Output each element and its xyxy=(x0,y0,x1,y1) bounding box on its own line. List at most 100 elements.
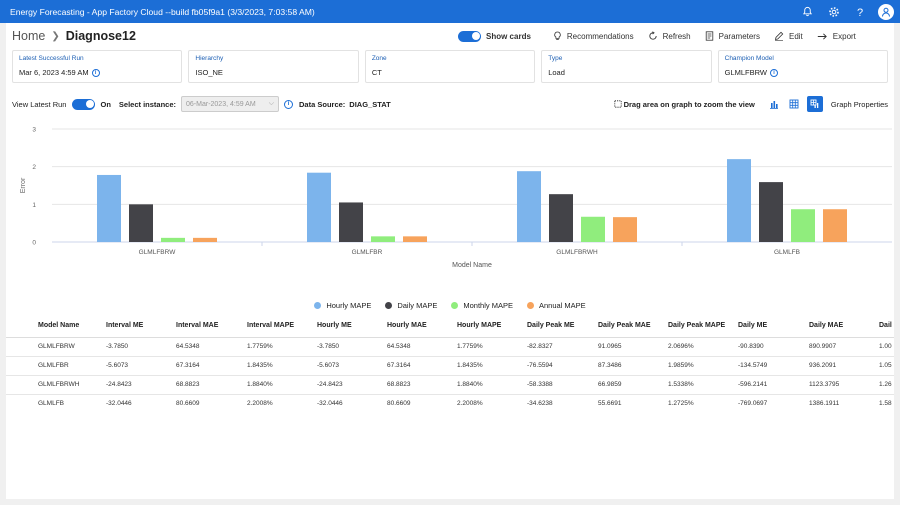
show-cards-switch[interactable] xyxy=(458,30,481,42)
user-avatar-icon[interactable] xyxy=(877,3,894,20)
bar xyxy=(549,194,573,242)
zoom-hint-text: Drag area on graph to zoom the view xyxy=(623,99,755,109)
table-row[interactable]: GLMLFBRW -3.7850 64.5348 1.7759% -3.7850 64.5… xyxy=(6,337,894,357)
document-icon xyxy=(705,31,713,41)
view-latest-run-label: View Latest Run xyxy=(12,99,67,109)
table-cell: -134.5749 xyxy=(738,356,809,376)
card-label: Type xyxy=(548,55,563,62)
info-icon[interactable]: i xyxy=(91,68,100,77)
show-cards-label: Show cards xyxy=(486,31,531,41)
legend-item-daily[interactable]: Daily MAPE xyxy=(385,301,437,310)
y-tick-label: 1 xyxy=(32,202,36,209)
table-cell: 87.3486 xyxy=(598,356,668,376)
table-cell: 1.5338% xyxy=(668,375,738,395)
column-header[interactable]: Daily ME xyxy=(738,315,809,338)
table-row[interactable]: GLMLFBR -5.6073 67.3164 1.8435% -5.6073 67.31… xyxy=(6,356,894,376)
legend-label: Monthly MAPE xyxy=(463,301,513,310)
table-cell: 1123.3795 xyxy=(809,375,879,395)
y-axis-title: Error xyxy=(20,177,27,193)
bar xyxy=(307,172,331,242)
column-header[interactable]: Model Name xyxy=(6,315,106,338)
table-cell: 890.9907 xyxy=(809,337,879,357)
table-cell: GLMLFBRWH xyxy=(6,375,106,395)
legend-item-hourly[interactable]: Hourly MAPE xyxy=(314,301,371,310)
instance-select[interactable]: 06-Mar-2023, 4:59 AM ⌵ xyxy=(181,96,280,112)
main-panel: Home ❯ Diagnose12 Show cards Recommendat… xyxy=(6,23,894,499)
chart-table-view-icon[interactable] xyxy=(806,96,823,112)
card-value: GLMLFBRW i xyxy=(725,68,881,77)
table-cell: -32.0446 xyxy=(317,394,387,405)
table-cell: 1.00 xyxy=(879,337,894,357)
x-axis-title: Model Name xyxy=(452,262,492,269)
table-row[interactable]: GLMLFBRWH -24.8423 68.8823 1.8840% -24.8423 6… xyxy=(6,375,894,395)
table-cell: 80.6609 xyxy=(176,394,247,405)
column-header[interactable]: Daily Peak ME xyxy=(527,315,598,338)
column-header[interactable]: Dail xyxy=(879,315,894,338)
bell-icon[interactable] xyxy=(799,3,816,20)
help-icon[interactable]: ? xyxy=(851,3,868,20)
parameters-button[interactable]: Parameters xyxy=(705,31,760,41)
x-tick-label: GLMLFB xyxy=(774,249,800,256)
column-header[interactable]: Daily Peak MAE xyxy=(598,315,668,338)
mape-bar-chart[interactable]: 0 1 2 3 Error GLMLFBRW GLMLFBR GLMLFBRWH GLMLFB M… xyxy=(12,123,892,298)
bar xyxy=(823,209,847,242)
gear-icon[interactable] xyxy=(825,3,842,20)
table-row[interactable]: GLMLFB -32.0446 80.6609 2.2008% -32.0446 80.6… xyxy=(6,394,894,405)
breadcrumb-home[interactable]: Home xyxy=(12,29,46,43)
column-header[interactable]: Interval ME xyxy=(106,315,176,338)
table-view-icon[interactable] xyxy=(787,97,801,111)
table-cell: 80.6609 xyxy=(387,394,457,405)
column-header[interactable]: Interval MAPE xyxy=(247,315,317,338)
bar xyxy=(371,236,395,242)
column-header[interactable]: Interval MAE xyxy=(176,315,247,338)
chevron-right-icon: ❯ xyxy=(51,30,60,42)
info-icon[interactable]: i xyxy=(284,99,294,109)
export-button[interactable]: Export xyxy=(817,32,856,41)
column-header[interactable]: Hourly MAPE xyxy=(457,315,527,338)
column-header[interactable]: Daily Peak MAPE xyxy=(668,315,738,338)
y-tick-label: 0 xyxy=(32,240,36,247)
pencil-icon xyxy=(774,31,784,41)
bar xyxy=(727,159,751,242)
bar xyxy=(517,171,541,242)
column-header[interactable]: Hourly MAE xyxy=(387,315,457,338)
table-cell: 1.05 xyxy=(879,356,894,376)
export-label: Export xyxy=(832,31,856,41)
bar-chart-view-icon[interactable] xyxy=(767,97,781,111)
info-icon[interactable]: i xyxy=(770,68,778,77)
table-cell: -34.6238 xyxy=(527,394,598,405)
table-cell: 67.3164 xyxy=(387,356,457,376)
table-cell: 936.2091 xyxy=(809,356,879,376)
app-title: Energy Forecasting - App Factory Cloud -… xyxy=(10,6,315,17)
legend-item-monthly[interactable]: Monthly MAPE xyxy=(451,301,513,310)
table-cell: GLMLFBR xyxy=(6,356,106,376)
bar xyxy=(759,182,783,242)
view-latest-run-toggle[interactable] xyxy=(72,98,96,110)
data-source-label: Data Source: xyxy=(299,99,346,109)
card-value: CT xyxy=(371,68,382,77)
recommendations-button[interactable]: Recommendations xyxy=(553,31,634,41)
graph-properties-button[interactable]: Graph Properties xyxy=(830,99,888,109)
card-value: Load xyxy=(548,68,565,77)
refresh-button[interactable]: Refresh xyxy=(648,31,691,41)
table-cell: -24.8423 xyxy=(317,375,387,395)
column-header[interactable]: Hourly ME xyxy=(317,315,387,338)
table-cell: 66.9859 xyxy=(598,375,668,395)
table-cell: 1.7759% xyxy=(247,337,317,357)
run-controls: View Latest Run On Select instance: 06-M… xyxy=(12,96,888,112)
show-cards-toggle[interactable]: Show cards xyxy=(458,30,531,42)
bar xyxy=(581,216,605,242)
card-label: Zone xyxy=(371,55,387,62)
table-cell: 1.8435% xyxy=(247,356,317,376)
column-header[interactable]: Daily MAE xyxy=(809,315,879,338)
metrics-table: Model Name Interval ME Interval MAE Interva… xyxy=(6,315,894,405)
table-cell: -5.6073 xyxy=(317,356,387,376)
metrics-table-container[interactable]: Model Name Interval ME Interval MAE Interva… xyxy=(6,315,894,405)
edit-button[interactable]: Edit xyxy=(774,31,803,41)
legend-item-annual[interactable]: Annual MAPE xyxy=(526,301,586,310)
table-cell: 1386.1911 xyxy=(809,394,879,405)
table-cell: 1.9859% xyxy=(668,356,738,376)
refresh-icon xyxy=(648,31,657,40)
table-cell: 1.26 xyxy=(879,375,894,395)
table-cell: 1.58 xyxy=(879,394,894,405)
